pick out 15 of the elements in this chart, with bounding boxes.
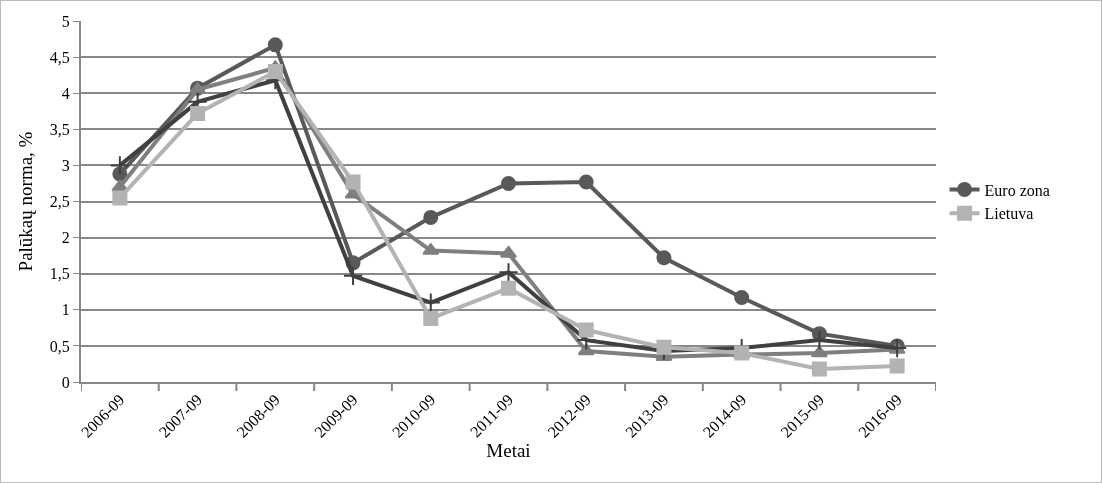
legend-label: Lietuva: [984, 205, 1034, 223]
y-tick-label: 1,5: [49, 265, 70, 283]
y-tick-label: 2,5: [49, 193, 70, 211]
x-axis-title: Metai: [486, 440, 531, 462]
legend-label: Euro zona: [984, 181, 1050, 199]
y-tick-label: 5: [61, 12, 70, 30]
y-tick-label: 3,5: [49, 120, 70, 138]
y-tick-label: 4,5: [49, 48, 70, 66]
y-tick-label: 3: [61, 157, 70, 174]
y-axis-title: Palūkaų norma, %: [15, 131, 36, 272]
y-tick-label: 4: [61, 84, 70, 102]
y-tick-label: 1: [61, 301, 70, 319]
y-tick-label: 0,5: [49, 337, 70, 355]
y-tick-label: 2: [61, 229, 70, 247]
y-tick-label: 0: [61, 373, 70, 391]
